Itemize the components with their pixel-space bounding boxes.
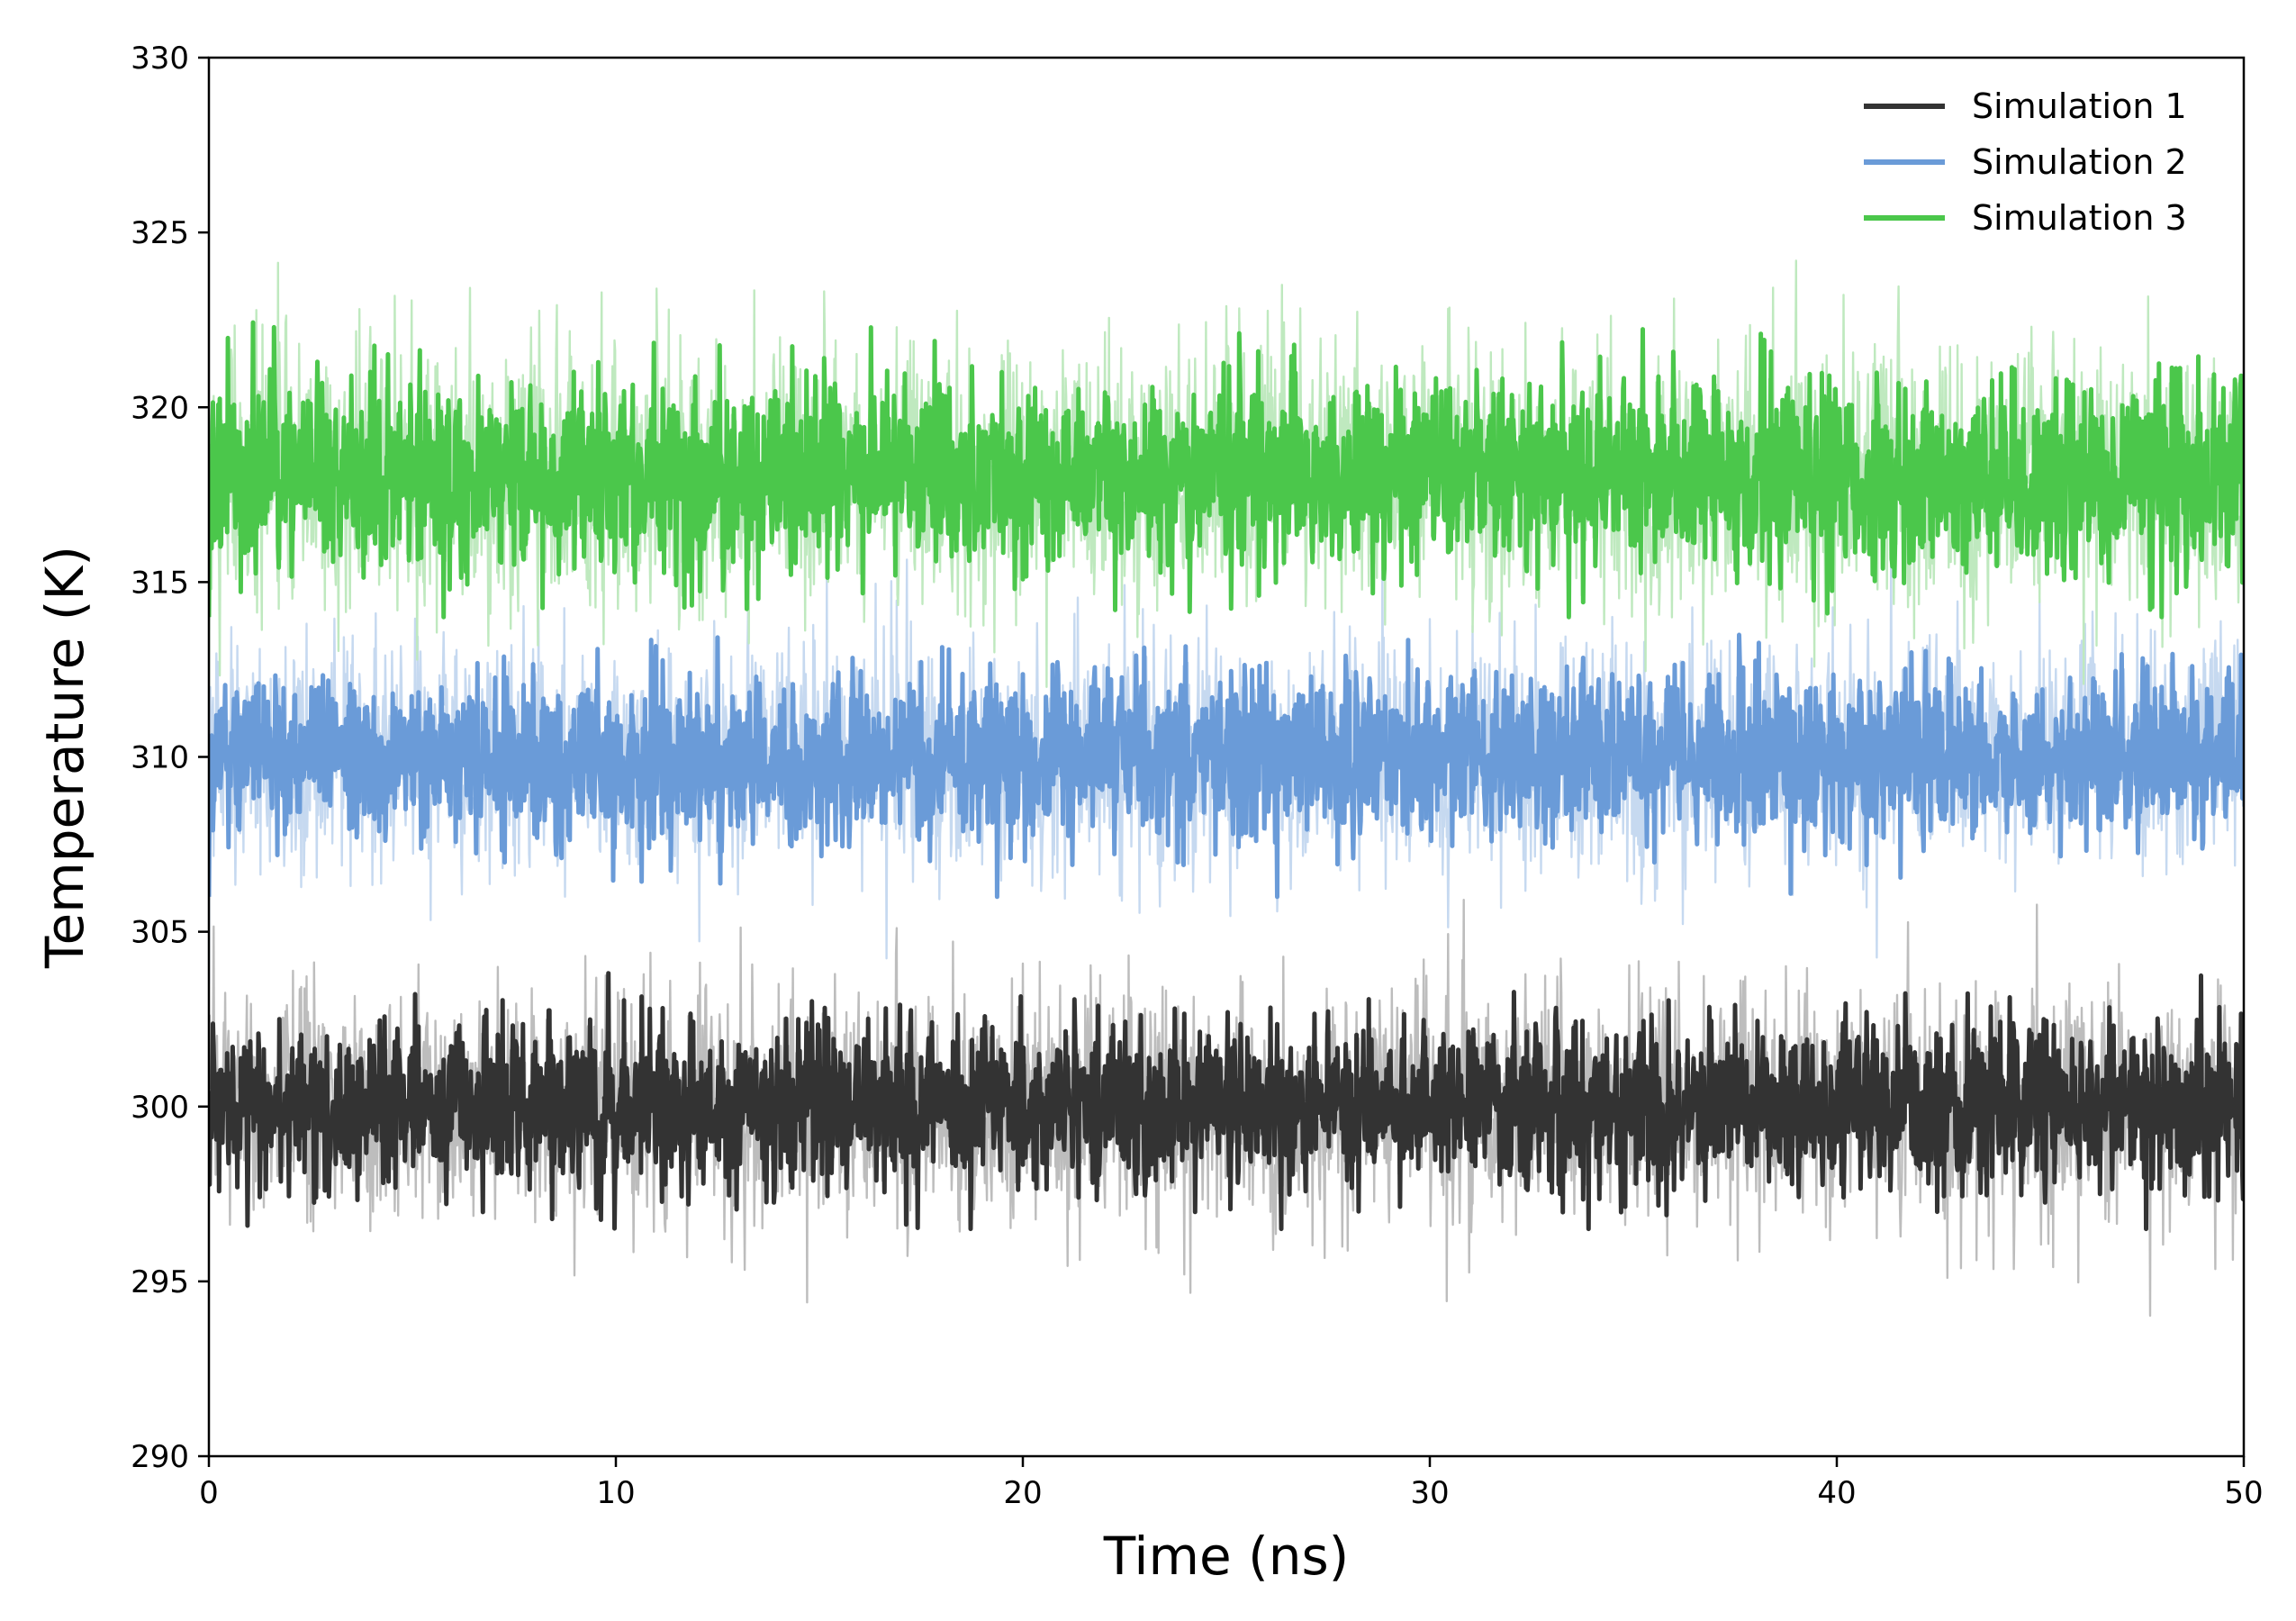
legend-item-simulation-3: Simulation 3 [1864, 198, 2187, 238]
smoothed-trace-layer [209, 320, 2244, 1232]
x-tick-label-10: 10 [596, 1475, 635, 1511]
y-tick-label-305: 305 [131, 915, 189, 951]
y-tick-label-295: 295 [131, 1264, 189, 1300]
simulation-3-line [209, 320, 2244, 620]
legend-label: Simulation 1 [1972, 86, 2187, 126]
x-tick-label-40: 40 [1817, 1475, 1856, 1511]
legend: Simulation 1 Simulation 2 Simulation 3 [1864, 86, 2187, 238]
x-axis-ticks: 0 10 20 30 40 50 [199, 1456, 2264, 1511]
legend-item-simulation-1: Simulation 1 [1864, 86, 2187, 126]
legend-item-simulation-2: Simulation 2 [1864, 142, 2187, 182]
y-tick-label-330: 330 [131, 41, 189, 77]
x-tick-label-20: 20 [1003, 1475, 1042, 1511]
simulation-1-line [209, 971, 2244, 1232]
x-tick-label-0: 0 [199, 1475, 219, 1511]
y-tick-label-315: 315 [131, 565, 189, 601]
y-axis-title: Temperature (K) [34, 546, 95, 969]
y-tick-label-310: 310 [131, 740, 189, 776]
simulation-2-line [209, 632, 2244, 900]
y-tick-label-325: 325 [131, 215, 189, 251]
y-axis-ticks: 290 295 300 305 310 315 320 325 330 [131, 41, 209, 1475]
x-tick-label-30: 30 [1410, 1475, 1449, 1511]
y-tick-label-290: 290 [131, 1439, 189, 1475]
x-tick-label-50: 50 [2224, 1475, 2263, 1511]
y-tick-label-300: 300 [131, 1090, 189, 1126]
legend-label: Simulation 2 [1972, 142, 2187, 182]
plot-area [209, 259, 2244, 1318]
y-tick-label-320: 320 [131, 390, 189, 426]
legend-label: Simulation 3 [1972, 198, 2187, 238]
x-axis-title: Time (ns) [1103, 1526, 1350, 1587]
